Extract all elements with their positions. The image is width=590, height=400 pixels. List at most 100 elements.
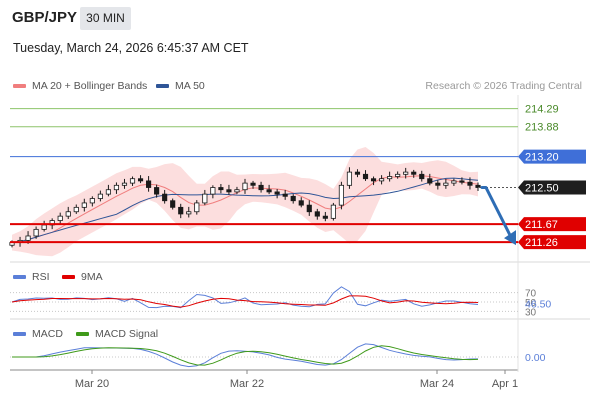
candle [234, 186, 240, 195]
legend-rsi-ma: 9MA [62, 271, 103, 283]
candle [266, 184, 272, 195]
candle-body [362, 173, 369, 180]
rsi-current-label: 46.50 [525, 299, 551, 311]
candle [170, 198, 176, 210]
candle-body [97, 193, 103, 199]
candle [451, 178, 457, 186]
candle-body [290, 195, 296, 202]
candle-body [395, 173, 401, 177]
candle-body [194, 202, 200, 213]
candle-body [146, 180, 152, 188]
ma20-label: MA 20 + Bollinger Bands [32, 80, 148, 92]
candle-body [25, 235, 31, 241]
resistance-2-label: 214.29 [525, 104, 559, 116]
candle [290, 194, 296, 204]
candle-body [459, 180, 465, 183]
candle [306, 200, 312, 216]
candle [370, 176, 377, 186]
candle-body [202, 193, 208, 204]
candle [226, 184, 232, 195]
candle-body [298, 200, 304, 206]
candle-body [186, 211, 192, 215]
bollinger-band-area [12, 147, 478, 257]
candle-body [57, 215, 63, 221]
candle [467, 177, 473, 190]
candle-body [113, 184, 120, 191]
candle [194, 200, 200, 215]
last-price-tag-shape [518, 180, 586, 195]
candle [210, 185, 216, 199]
ma50-line [11, 177, 479, 244]
candle-body [403, 171, 409, 175]
candle-body [451, 180, 457, 184]
candle [443, 178, 449, 189]
candle-body [162, 193, 168, 202]
macd-signal-swatch [76, 332, 89, 337]
rsi-label: RSI [32, 271, 50, 283]
rsi-ma-line [11, 295, 479, 308]
candle [186, 206, 192, 218]
candle-body [121, 182, 128, 186]
candle-body [154, 187, 160, 195]
price-levels: 214.29 213.88 213.20 211.67 211.26 212.50 [10, 104, 586, 250]
candle-body [226, 189, 232, 193]
candle [129, 176, 136, 186]
rsi-tick-50: 50 [525, 298, 537, 309]
candle [379, 175, 385, 185]
candle [338, 181, 344, 210]
candle [137, 175, 144, 184]
candlesticks [9, 167, 481, 248]
support-2-tag: 211.26 [518, 235, 586, 250]
legend-macd-signal: MACD Signal [76, 328, 158, 340]
candle [113, 182, 120, 194]
support-1-tag-label: 211.67 [525, 219, 558, 231]
chart-frame [10, 95, 590, 372]
candle [242, 178, 248, 194]
candle-body [411, 171, 417, 175]
symbol-title: GBP/JPY [12, 9, 78, 26]
timeframe-button[interactable]: 30 MIN [80, 7, 131, 30]
candle [362, 170, 369, 181]
candle [411, 169, 417, 178]
candle [282, 189, 288, 200]
rsi-swatch [13, 275, 26, 280]
rsi-tick-70: 70 [525, 289, 537, 300]
macd-line [12, 343, 479, 368]
candle-body [314, 211, 320, 217]
candle-body [178, 206, 184, 215]
candle-body [330, 204, 336, 219]
rsi-tick-30: 30 [525, 307, 537, 318]
candle [298, 197, 304, 208]
candle [403, 167, 409, 179]
support-2-tag-shape [518, 235, 586, 250]
candle-body [81, 202, 87, 208]
candle-body [170, 200, 176, 208]
research-credit: Research © 2026 Trading Central [425, 80, 582, 92]
candle [322, 211, 328, 222]
candle-body [322, 215, 328, 219]
support-1-tag-shape [518, 217, 586, 232]
pivot-tag-shape [518, 149, 586, 164]
candle-body [435, 182, 441, 186]
candle-body [258, 184, 264, 191]
candle [73, 204, 79, 214]
candle [105, 184, 111, 197]
candle-body [387, 176, 393, 180]
candle-body [346, 171, 353, 186]
resistance-1-label: 213.88 [525, 122, 559, 134]
candle [354, 169, 361, 178]
macd-signal-line [12, 345, 479, 366]
ma50-label: MA 50 [175, 80, 205, 92]
report-datetime: Tuesday, March 24, 2026 6:45:37 AM CET [13, 41, 249, 55]
candle-body [218, 187, 224, 191]
candle-body [250, 182, 256, 186]
candle-body [41, 224, 47, 230]
last-price-tag-label: 212.50 [525, 183, 559, 195]
candle [250, 180, 256, 189]
legend-macd: MACD [13, 328, 63, 340]
last-price-tag: 212.50 [518, 180, 586, 195]
x-tick-label: Mar 24 [420, 378, 454, 390]
legend-ma20: MA 20 + Bollinger Bands [13, 80, 147, 92]
